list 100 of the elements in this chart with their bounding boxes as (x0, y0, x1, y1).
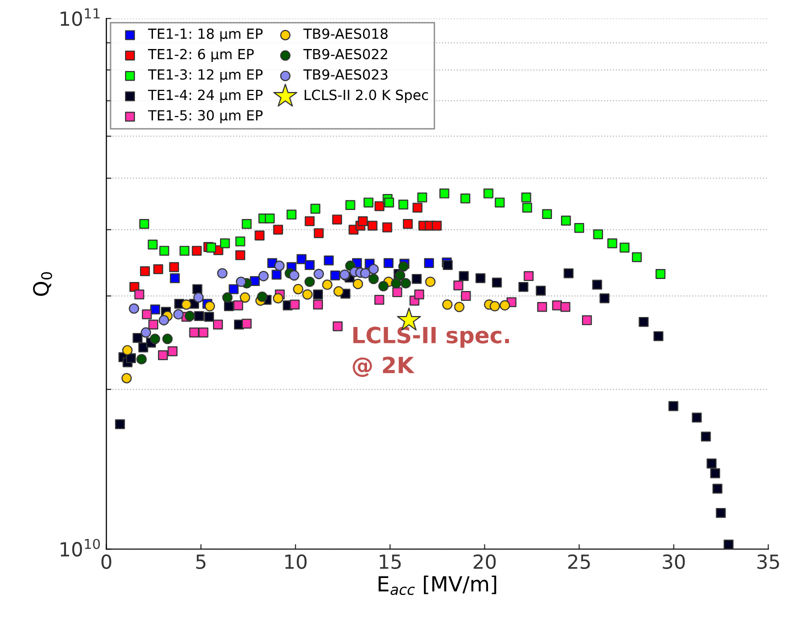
x-tick-label: 5 (196, 554, 206, 570)
point (417, 192, 428, 202)
point (122, 345, 133, 356)
point (522, 202, 532, 213)
point (364, 198, 374, 208)
point (240, 292, 250, 303)
point (322, 280, 332, 290)
point (258, 270, 269, 282)
point (192, 284, 202, 294)
point (607, 238, 618, 248)
legend-label: TE1-1: 18 µm EP (148, 28, 263, 42)
point (314, 228, 324, 238)
point (242, 318, 252, 329)
point (700, 432, 711, 442)
x-tick-label: 0 (101, 554, 112, 570)
point (198, 328, 208, 338)
point (400, 278, 411, 288)
point (153, 264, 164, 274)
point (235, 236, 246, 246)
point (412, 274, 422, 284)
point (192, 246, 202, 256)
point (358, 216, 368, 226)
point (620, 242, 630, 253)
point (274, 260, 285, 271)
point (257, 292, 268, 302)
point (254, 230, 265, 240)
point (706, 458, 717, 468)
point (368, 220, 378, 231)
point (390, 278, 402, 288)
point (180, 246, 190, 256)
point (302, 289, 313, 300)
x-tick-label: 20 (474, 554, 496, 570)
point (204, 312, 214, 322)
point (292, 284, 304, 294)
x-axis-title: E$_{acc}$ [MV/m] (378, 576, 496, 596)
x-tick-label: 25 (568, 554, 590, 570)
point (314, 268, 324, 280)
point (324, 255, 334, 266)
point (173, 309, 184, 320)
point (384, 258, 394, 268)
point (121, 372, 132, 384)
point (653, 331, 664, 342)
point (716, 508, 726, 518)
point (296, 254, 306, 264)
point (560, 302, 570, 312)
point (453, 280, 464, 290)
point (500, 300, 510, 311)
legend-label: TB9-AES022 (303, 48, 388, 60)
point (128, 303, 140, 314)
point (168, 346, 178, 356)
point (272, 293, 284, 304)
point (115, 419, 125, 430)
point (206, 242, 216, 253)
point (304, 276, 315, 288)
point (290, 300, 300, 310)
point (148, 240, 158, 250)
x-tick-label: 10 (285, 554, 307, 570)
point (159, 246, 170, 256)
point (304, 260, 315, 270)
point (368, 274, 379, 284)
x-tick-label: 35 (757, 554, 779, 570)
point (402, 219, 413, 229)
point (158, 315, 170, 326)
point (345, 200, 356, 210)
point (313, 300, 323, 310)
point (136, 354, 147, 364)
point (333, 286, 344, 297)
point (593, 229, 604, 240)
point (494, 198, 505, 208)
point (378, 280, 389, 292)
point (181, 299, 192, 310)
point (140, 266, 150, 276)
x-tick-label: 15 (380, 554, 401, 570)
point (442, 260, 453, 270)
point (524, 271, 534, 282)
point (170, 273, 180, 284)
legend-label: TB9-AES018 (303, 28, 388, 39)
point (574, 222, 584, 233)
legend-label: TB9-AES023 (303, 69, 388, 80)
point (668, 401, 678, 412)
point (724, 540, 734, 550)
y-tick-label: 10$^{10}$ (60, 538, 100, 557)
point (330, 270, 340, 280)
point (542, 209, 552, 220)
point (710, 468, 720, 478)
point (552, 300, 562, 310)
point (492, 278, 502, 288)
point (560, 216, 571, 226)
point (460, 194, 470, 204)
y-tick-label: 10$^{11}$ (60, 8, 100, 26)
point (600, 293, 610, 304)
point (398, 261, 409, 272)
point (162, 334, 173, 344)
point (432, 220, 442, 231)
point (368, 264, 379, 274)
point (360, 268, 370, 279)
point (272, 270, 282, 280)
point (592, 280, 602, 290)
point (310, 204, 320, 214)
point (304, 216, 315, 226)
